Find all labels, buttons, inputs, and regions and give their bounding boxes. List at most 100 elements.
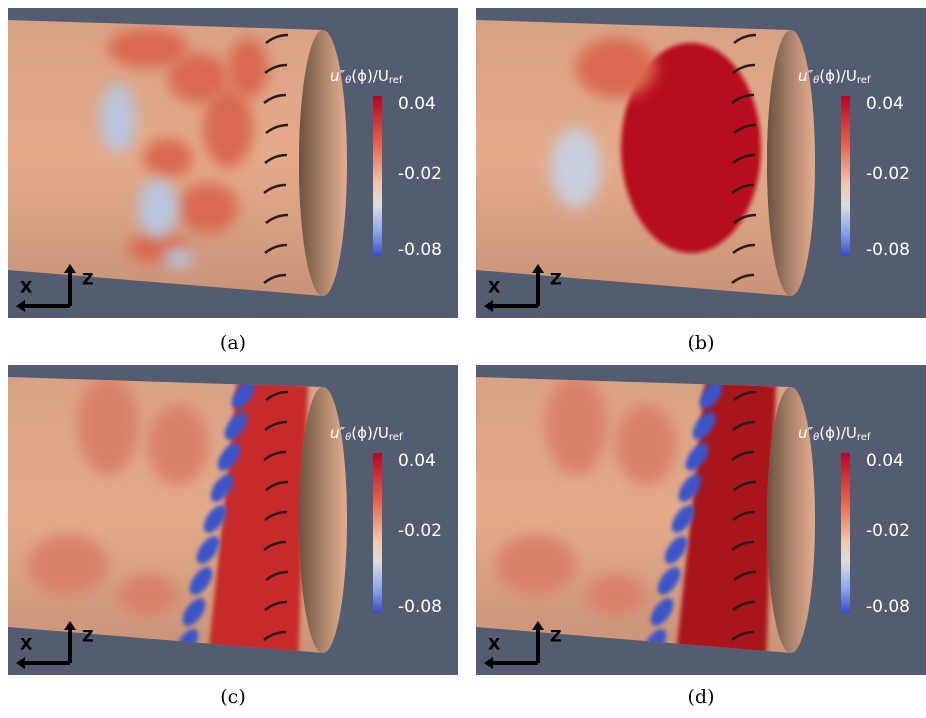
colorbar-title: u″θ(ϕ)/Uref xyxy=(798,424,871,444)
flow-field xyxy=(496,377,776,653)
blade xyxy=(264,243,288,254)
blade xyxy=(264,600,288,611)
flow-patch xyxy=(551,128,601,208)
flow-patch xyxy=(576,38,656,98)
blade xyxy=(733,570,757,581)
flow-patch xyxy=(664,536,688,564)
blade xyxy=(732,600,756,611)
panel-caption: (b) xyxy=(688,332,715,354)
colorbar-title-part: u″ xyxy=(330,67,346,85)
arrow-heads xyxy=(16,264,76,312)
flow-patch xyxy=(621,43,761,253)
blade xyxy=(733,390,757,401)
flow-patch xyxy=(78,377,138,475)
flow-field xyxy=(28,377,308,653)
panel: u″θ(ϕ)/Uref 0.04 -0.02 -0.08 X Z xyxy=(8,365,458,675)
cylinder-end xyxy=(299,387,347,653)
flow-patch xyxy=(210,474,234,502)
blade xyxy=(732,510,756,521)
colorbar-title-part: u″ xyxy=(330,424,346,442)
flow-patch xyxy=(178,183,238,233)
panel: u″θ(ϕ)/Uref 0.04 -0.02 -0.08 X Z xyxy=(476,8,926,318)
colorbar-title-part: (ϕ)/U xyxy=(351,67,389,85)
colorbar-title: u″θ(ϕ)/Uref xyxy=(798,67,871,87)
flow-patch xyxy=(650,598,674,626)
colorbar-tick-label: 0.04 xyxy=(866,451,904,471)
flow-patch xyxy=(496,535,576,595)
colorbar-title-part: θ xyxy=(813,75,819,86)
colorbar-tick-label: -0.08 xyxy=(398,597,442,617)
blade xyxy=(264,510,288,521)
colorbar-title-part: ref xyxy=(389,75,403,86)
blade xyxy=(733,33,757,44)
axis-arrows xyxy=(22,270,72,308)
flow-patch xyxy=(143,138,193,178)
colorbar-title-part: θ xyxy=(345,432,351,443)
axis-label: X xyxy=(488,278,501,297)
arrow-heads xyxy=(484,621,544,669)
blade xyxy=(732,63,756,74)
blade xyxy=(731,183,755,194)
colorbar-tick-label: -0.02 xyxy=(866,164,910,184)
axis-label: Z xyxy=(82,270,94,289)
blade xyxy=(265,570,289,581)
blade xyxy=(263,450,287,461)
blade xyxy=(732,420,756,431)
blade xyxy=(264,153,288,164)
colorbar-tick-label: -0.02 xyxy=(398,164,442,184)
colorbar-title-part: (ϕ)/U xyxy=(351,424,389,442)
colorbar-tick-label: 0.04 xyxy=(398,451,436,471)
blade xyxy=(731,450,755,461)
flow-patch xyxy=(586,575,646,615)
cylinder-end xyxy=(767,30,815,296)
flow-patch xyxy=(163,248,193,268)
flow-patch xyxy=(28,535,108,595)
flow-patch xyxy=(108,28,188,68)
colorbar-tick-label: -0.08 xyxy=(398,240,442,260)
colorbar xyxy=(841,96,850,256)
arrow-heads xyxy=(16,621,76,669)
colorbar-title-part: θ xyxy=(813,432,819,443)
colorbar-title-part: ref xyxy=(857,75,871,86)
axis-label: X xyxy=(20,278,33,297)
colorbar-tick-label: -0.02 xyxy=(866,521,910,541)
colorbar-title-part: (ϕ)/U xyxy=(819,67,857,85)
flow-patch xyxy=(616,405,676,485)
flow-patch xyxy=(671,505,695,533)
blade xyxy=(732,153,756,164)
colorbar xyxy=(841,453,850,613)
flow-patch xyxy=(678,474,702,502)
colorbar-tick-label: -0.02 xyxy=(398,521,442,541)
colorbar-title-part: u″ xyxy=(798,67,814,85)
blade xyxy=(263,540,287,551)
flow-patch xyxy=(148,405,208,485)
flow-patch xyxy=(189,567,213,595)
colorbar-title: u″θ(ϕ)/Uref xyxy=(330,67,403,87)
flow-patch xyxy=(546,377,606,475)
axis-label: Z xyxy=(550,627,562,646)
blade xyxy=(731,630,755,641)
blade xyxy=(263,93,287,104)
flow-patch xyxy=(118,575,178,615)
flow-patch xyxy=(203,505,227,533)
blade xyxy=(265,480,289,491)
panel: u″θ(ϕ)/Uref 0.04 -0.02 -0.08 X Z xyxy=(476,365,926,675)
cylinder-end xyxy=(767,387,815,653)
panel: u″θ(ϕ)/Uref 0.04 -0.02 -0.08 X Z xyxy=(8,8,458,318)
blade xyxy=(733,123,757,134)
blade xyxy=(733,480,757,491)
blade xyxy=(264,420,288,431)
flow-patch xyxy=(685,443,709,471)
colorbar xyxy=(373,453,382,613)
flow-patch xyxy=(138,178,178,238)
axis-arrows xyxy=(490,627,540,665)
colorbar-title-part: ref xyxy=(389,432,403,443)
axis-arrows xyxy=(22,627,72,665)
colorbar-title-part: ref xyxy=(857,432,871,443)
flow-patch xyxy=(182,598,206,626)
cylinder-end xyxy=(299,30,347,296)
flow-field xyxy=(551,38,761,253)
flow-patch xyxy=(231,381,255,409)
blade xyxy=(265,213,289,224)
axis-arrows xyxy=(490,270,540,308)
